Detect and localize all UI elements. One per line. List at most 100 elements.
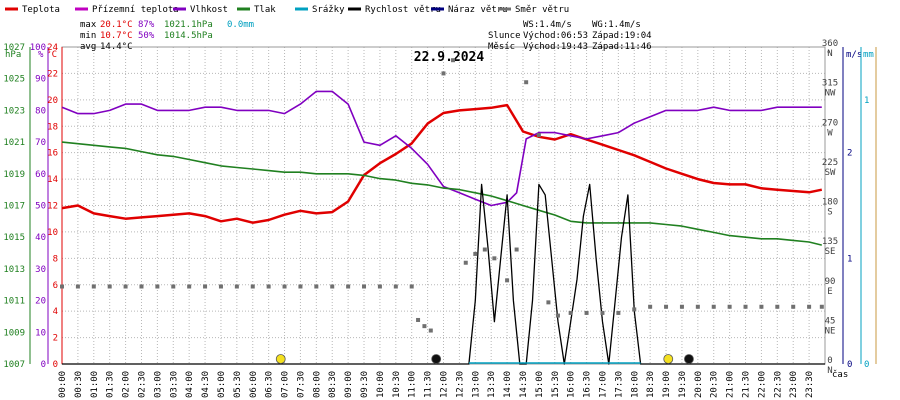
- tick-label-hpa: 1015: [3, 233, 25, 243]
- wind-direction-point: [463, 260, 468, 265]
- wind-direction-point: [91, 284, 96, 289]
- tick-label-time: 18:30: [646, 371, 656, 398]
- marker-sunset: [663, 354, 674, 364]
- stat-label-avg: avg: [80, 42, 96, 52]
- stat-max-temp: 20.1°C: [100, 20, 133, 30]
- tick-label-time: 05:30: [233, 371, 243, 398]
- tick-label-hpa: 1027: [3, 43, 25, 53]
- legend-label: Tlak: [254, 5, 276, 15]
- wind-direction-point: [362, 284, 367, 289]
- tick-label-time: 00:30: [74, 371, 84, 398]
- tick-label-time: 09:00: [344, 371, 354, 398]
- tick-label-dir: 180: [822, 198, 838, 208]
- tick-label-time: 11:30: [424, 371, 434, 398]
- wind-direction-point: [416, 317, 421, 322]
- wind-direction-point: [536, 133, 541, 138]
- wind-direction-point: [727, 304, 732, 309]
- tick-label-compass: E: [827, 287, 832, 297]
- wind-direction-point: [330, 284, 335, 289]
- stat-max-rain: 0.0mm: [227, 20, 254, 30]
- tick-label-temp: 2: [53, 334, 58, 344]
- tick-label-time: 08:30: [328, 371, 338, 398]
- stat-label-min: min: [80, 31, 96, 41]
- stat-avg-temp: 14.4°C: [100, 42, 133, 52]
- sun-label: Slunce: [488, 31, 521, 41]
- axis-label-time: čas: [832, 369, 848, 380]
- tick-label-temp: 4: [53, 307, 58, 317]
- wind-direction-point: [234, 284, 239, 289]
- wind-direction-point: [171, 284, 176, 289]
- wind-direction-point: [492, 256, 497, 261]
- tick-label-hpa: 1007: [3, 360, 25, 370]
- tick-label-time: 12:00: [440, 371, 450, 398]
- legend-label: Vlhkost: [190, 5, 228, 15]
- tick-label-time: 23:30: [805, 371, 815, 398]
- tick-label-temp: 22: [47, 69, 58, 79]
- tick-label-rain: 1: [864, 96, 869, 106]
- wind-direction-point: [422, 324, 427, 329]
- tick-label-time: 05:00: [217, 371, 227, 398]
- tick-label-time: 09:30: [360, 371, 370, 398]
- tick-label-temp: 6: [53, 281, 58, 291]
- wind-direction-point: [107, 284, 112, 289]
- wind-direction-point: [584, 310, 589, 315]
- tick-label-time: 16:30: [583, 371, 593, 398]
- legend-label: Srážky: [312, 5, 345, 15]
- tick-label-pct: 30: [35, 265, 46, 275]
- tick-label-temp: 24: [47, 43, 58, 53]
- tick-label-time: 02:00: [122, 371, 132, 398]
- tick-label-time: 13:00: [471, 371, 481, 398]
- tick-label-hpa: 1011: [3, 297, 25, 307]
- marker-moonrise: [684, 354, 694, 364]
- tick-label-temp: 8: [53, 254, 58, 264]
- tick-label-hpa: 1023: [3, 106, 25, 116]
- axis-label-pct: %: [38, 50, 44, 60]
- tick-label-time: 14:30: [519, 371, 529, 398]
- tick-label-hpa: 1021: [3, 138, 25, 148]
- wind-direction-point: [428, 328, 433, 333]
- wind-direction-point: [250, 284, 255, 289]
- tick-label-pct: 100: [30, 43, 46, 53]
- tick-label-dir: 360: [822, 39, 838, 49]
- axis-label-temp: °C: [46, 50, 57, 60]
- stat-label-max: max: [80, 20, 97, 30]
- tick-label-compass: N: [827, 366, 832, 376]
- wind-direction-point: [441, 71, 446, 76]
- tick-label-time: 11:00: [408, 371, 418, 398]
- tick-label-wind: 0: [847, 360, 852, 370]
- tick-label-temp: 20: [47, 96, 58, 106]
- tick-label-time: 19:00: [662, 371, 672, 398]
- legend-label: Rychlost větru: [365, 5, 441, 15]
- tick-label-temp: 10: [47, 228, 58, 238]
- wind-direction-point: [123, 284, 128, 289]
- tick-label-time: 20:30: [710, 371, 720, 398]
- tick-label-time: 01:00: [90, 371, 100, 398]
- tick-label-dir: 270: [822, 118, 838, 128]
- tick-label-time: 18:00: [630, 371, 640, 398]
- wind-direction-point: [451, 58, 456, 63]
- tick-label-dir: 315: [822, 79, 838, 89]
- tick-label-time: 00:00: [58, 371, 68, 398]
- tick-label-dir: 0: [827, 356, 832, 366]
- tick-label-time: 14:00: [503, 371, 513, 398]
- tick-label-compass: W: [827, 128, 833, 138]
- axis-label-dir: °: [826, 50, 831, 60]
- wind-direction-point: [791, 304, 796, 309]
- tick-label-temp: 14: [47, 175, 58, 185]
- wind-direction-point: [711, 304, 716, 309]
- wind-direction-point: [218, 284, 223, 289]
- wind-direction-point: [139, 284, 144, 289]
- tick-label-time: 19:30: [678, 371, 688, 398]
- wind-direction-point: [679, 304, 684, 309]
- tick-label-pct: 40: [35, 233, 46, 243]
- tick-label-wind: 1: [847, 254, 852, 264]
- wind-direction-point: [616, 310, 621, 315]
- tick-label-hpa: 1013: [3, 265, 25, 275]
- tick-label-time: 13:30: [487, 371, 497, 398]
- wind-direction-point: [282, 284, 287, 289]
- axis-label-wind: m/s: [846, 50, 862, 60]
- tick-label-rain: 0: [864, 360, 869, 370]
- tick-label-pct: 20: [35, 297, 46, 307]
- wind-direction-point: [155, 284, 160, 289]
